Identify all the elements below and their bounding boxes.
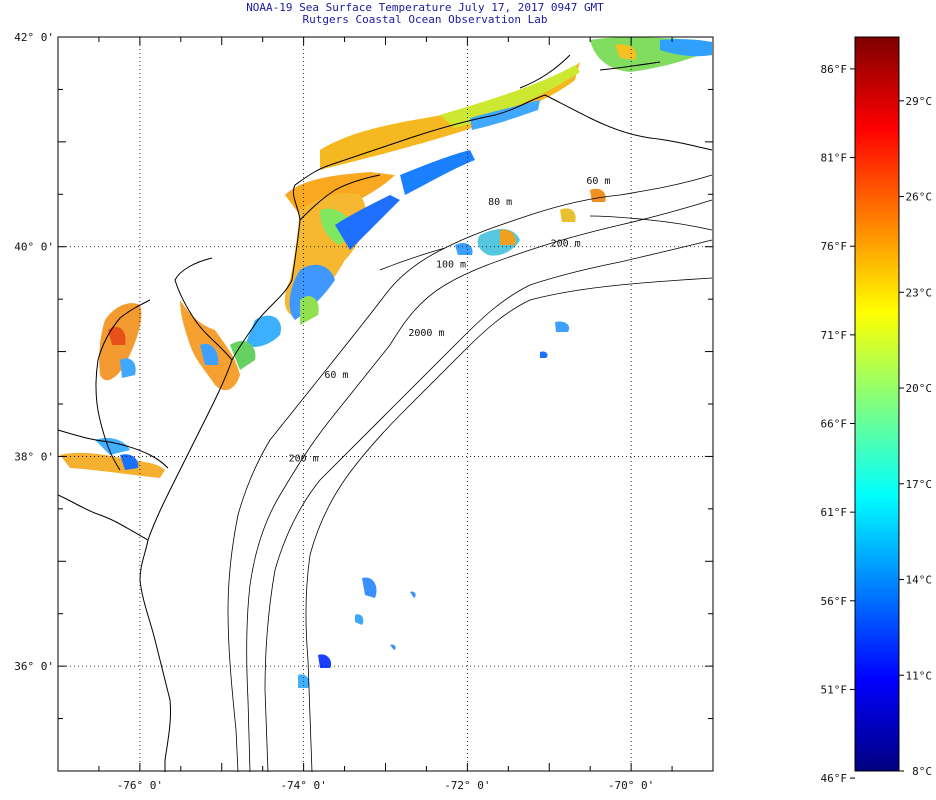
colorbar-label-c: 20°C [906,382,933,395]
isobath-label: 60 m [586,176,610,187]
colorbar-label-f: 51°F [821,683,848,696]
colorbar-label-c: 8°C [912,765,932,778]
isobaths [227,174,713,773]
isobath-label: 60 m [324,370,348,381]
isobath-label: 200 m [551,239,581,250]
colorbar-label-f: 61°F [821,506,848,519]
map-title: NOAA-19 Sea Surface Temperature July 17,… [246,1,604,14]
colorbar-label-f: 76°F [821,240,848,253]
colorbar-fahrenheit-labels: 46°F 51°F 56°F 61°F 66°F 71°F 76°F 81°F 86°F [821,63,855,785]
lat-label: 36° 0' [14,660,54,673]
lon-label: -72° 0' [444,779,490,792]
isobath-label: 100 m [436,260,466,271]
lon-label: -76° 0' [117,779,163,792]
lon-label: -70° 0' [608,779,654,792]
temperature-colorbar: 46°F 51°F 56°F 61°F 66°F 71°F 76°F 81°F 86°F 8°C… [821,36,932,785]
latitude-labels: 42° 0' 40° 0' 38° 0' 36° 0' [14,31,54,673]
lon-label: -74° 0' [280,779,326,792]
colorbar-label-f: 71°F [821,329,848,342]
colorbar-label-f: 66°F [821,418,848,431]
lat-label: 40° 0' [14,241,54,254]
colorbar-label-f: 81°F [821,152,848,165]
longitude-labels: -76° 0' -74° 0' -72° 0' -70° 0' [117,779,655,792]
colorbar-label-c: 11°C [906,669,933,682]
colorbar-label-c: 14°C [906,574,933,587]
colorbar-label-f: 86°F [821,63,848,76]
colorbar-label-c: 23°C [906,286,933,299]
colorbar-label-c: 17°C [906,478,933,491]
colorbar-label-f: 46°F [821,772,848,785]
isobath-label: 200 m [289,454,319,465]
colorbar-gradient [854,36,900,772]
coastline [57,54,713,772]
axis-ticks [57,36,714,772]
map-subtitle: Rutgers Coastal Ocean Observation Lab [302,13,548,26]
isobath-labels: 60 m 80 m 200 m 100 m 2000 m 60 m 200 m [289,176,611,465]
sst-imagery [60,37,712,688]
colorbar-label-c: 29°C [906,95,933,108]
isobath-label: 2000 m [408,328,444,339]
lat-label: 38° 0' [14,450,54,463]
colorbar-label-f: 56°F [821,595,848,608]
colorbar-label-c: 26°C [906,191,933,204]
colorbar-celsius-labels: 8°C 11°C 14°C 17°C 20°C 23°C 26°C 29°C [899,95,932,778]
isobath-label: 80 m [488,197,512,208]
lat-label: 42° 0' [14,31,54,44]
